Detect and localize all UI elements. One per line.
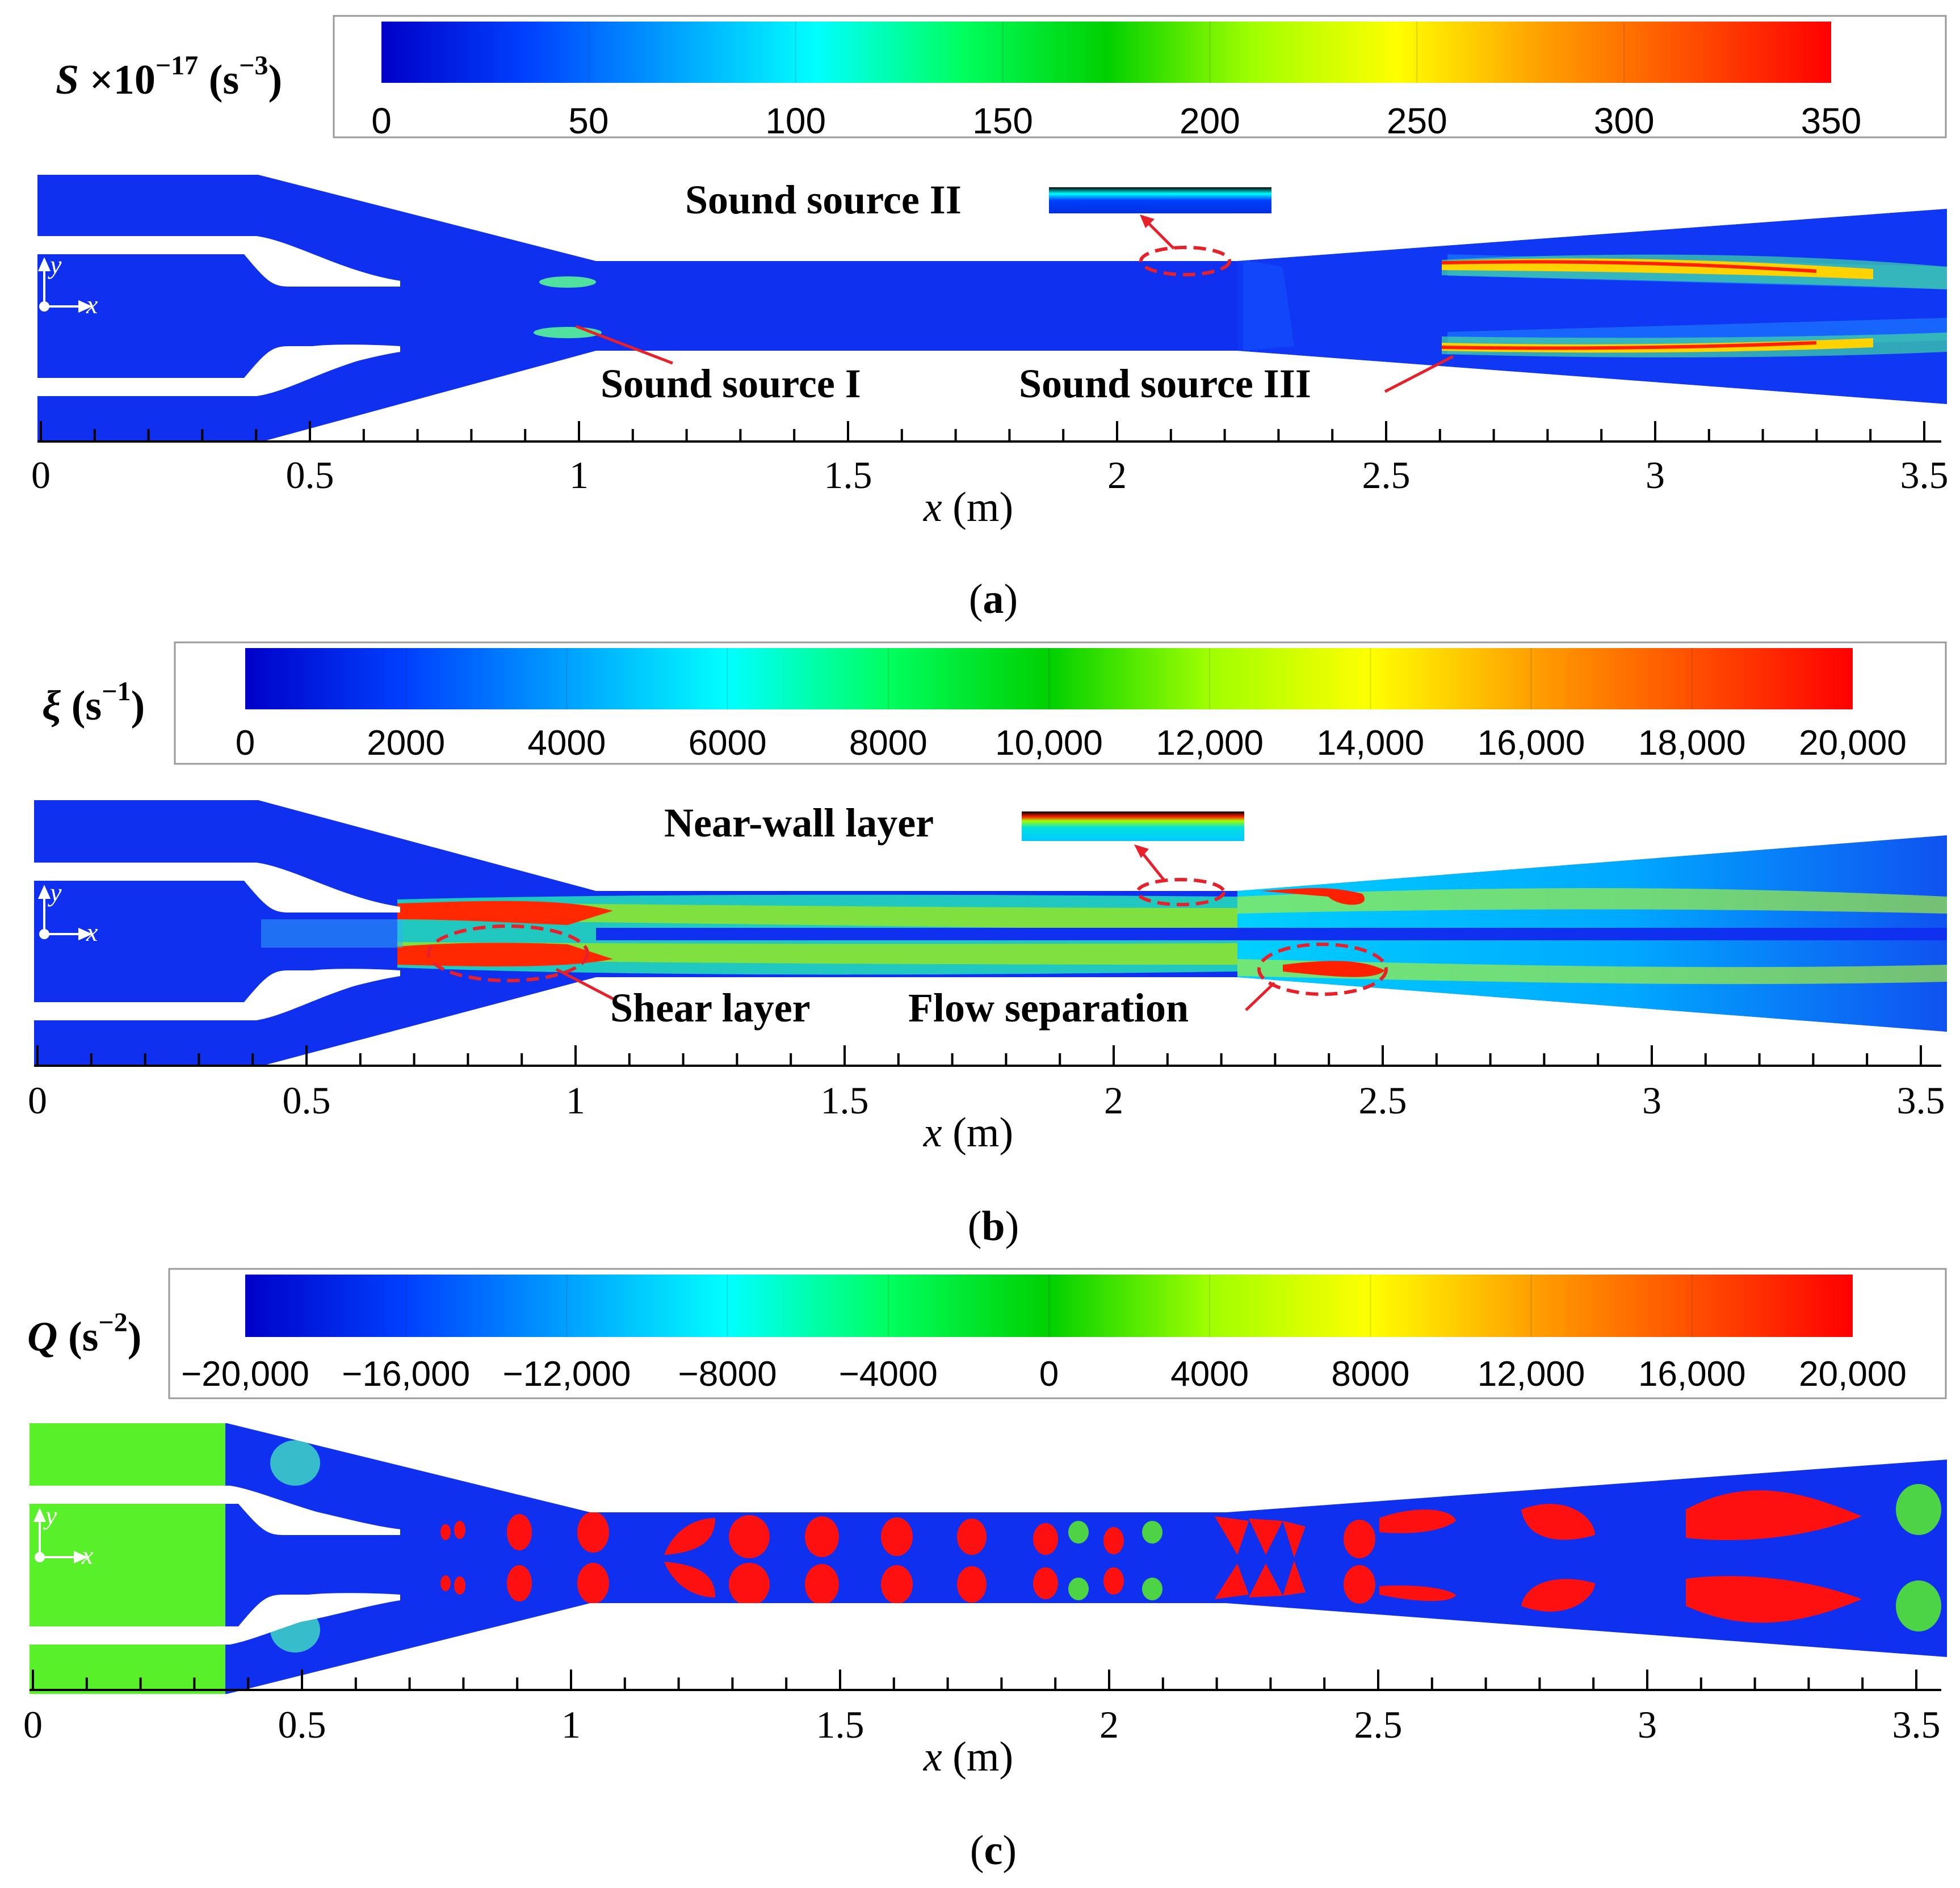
shear-layer-marker: [427, 924, 589, 982]
x-axis-tick-label: 0: [23, 1703, 43, 1746]
x-axis-tick-label: 3: [1646, 453, 1665, 497]
colorbar-tick-label: 14,000: [1317, 724, 1425, 763]
x-axis-tick-label: 3.5: [1892, 1703, 1941, 1746]
x-axis-tick-label: 0: [28, 1079, 47, 1122]
colorbar-c: [245, 1275, 1853, 1337]
x-axis-ticks-b: 0 0.5 1 1.5 2 2.5 3 3.5: [28, 1045, 1945, 1122]
sound-source-2-marker: [1139, 246, 1231, 276]
colorbar-ticks-b: 0 2000 4000 6000 8000 10,000 12,000 14,000 16,00…: [236, 648, 1907, 763]
x-axis-tick-label: 1.5: [816, 1703, 864, 1746]
colorbar-tick-label: 200: [1180, 100, 1240, 141]
colorbar-label-b: ξ (s−1): [42, 676, 145, 729]
x-axis-tick-label: 3.5: [1897, 1079, 1945, 1122]
colorbar-tick-label: 10,000: [995, 724, 1103, 763]
colorbar-tick-label: 18,000: [1638, 724, 1746, 763]
colorbar-tick-label: 20,000: [1799, 724, 1907, 763]
colorbar-tick-label: 100: [765, 100, 826, 141]
flow-field-a: [37, 175, 1947, 443]
x-axis-tick-label: 1.5: [824, 453, 872, 497]
colorbar-tick-label: −8000: [678, 1355, 777, 1394]
colorbar-tick-label: 4000: [527, 724, 606, 763]
colorbar-tick-label: −4000: [839, 1355, 938, 1394]
colorbar-tick-label: 16,000: [1478, 724, 1585, 763]
coord-x-a: x: [86, 290, 98, 319]
x-axis-tick-label: 3.5: [1900, 453, 1949, 497]
panel-a: 0 50 100 150 200 250 300 350 S ×10−17 (s−3): [31, 15, 1949, 623]
sound-source-1-label: Sound source I: [601, 361, 861, 406]
near-wall-marker: [1136, 878, 1225, 906]
colorbar-tick-label: 0: [1039, 1355, 1059, 1394]
x-axis-tick-label: 3: [1642, 1079, 1661, 1122]
colorbar-tick-label: 300: [1594, 100, 1655, 141]
x-axis-label-c: x (m): [923, 1734, 1013, 1780]
x-axis-tick-label: 2.5: [1362, 453, 1411, 497]
coord-x-b: x: [86, 918, 98, 947]
x-axis-label-b: x (m): [923, 1109, 1013, 1156]
colorbar-ticks-a: 0 50 100 150 200 250 300 350: [371, 22, 1861, 141]
x-axis-tick-label: 0.5: [283, 1079, 331, 1122]
coord-x-c: x: [81, 1541, 94, 1570]
x-axis-tick-label: 2: [1107, 453, 1127, 497]
colorbar-tick-label: 16,000: [1638, 1355, 1746, 1394]
colorbar-tick-label: 6000: [689, 724, 767, 763]
x-axis-ticks-a: 0 0.5 1 1.5 2 2.5 3 3.5: [31, 421, 1949, 497]
x-axis-tick-label: 1: [569, 453, 589, 497]
coord-icon-c: [33, 1508, 88, 1564]
flow-separation-label: Flow separation: [908, 985, 1189, 1031]
x-axis-tick-label: 1.5: [821, 1079, 869, 1122]
colorbar-tick-label: 20,000: [1799, 1355, 1907, 1394]
coord-y-a: y: [48, 250, 62, 279]
colorbar-tick-label: −12,000: [502, 1355, 631, 1394]
colorbar-tick-label: 4000: [1170, 1355, 1249, 1394]
colorbar-tick-label: 150: [972, 100, 1033, 141]
colorbar-label-a: S ×10−17 (s−3): [56, 51, 282, 103]
sound-source-2-inset: [1049, 187, 1271, 213]
colorbar-tick-label: 250: [1387, 100, 1447, 141]
colorbar-tick-label: 12,000: [1478, 1355, 1585, 1394]
x-axis-tick-label: 2.5: [1359, 1079, 1407, 1122]
colorbar-tick-label: 50: [568, 100, 608, 141]
x-axis-tick-label: 1: [566, 1079, 585, 1122]
sound-source-3-label: Sound source III: [1019, 361, 1311, 406]
sound-source-2-label: Sound source II: [685, 177, 962, 222]
colorbar-tick-label: 350: [1801, 100, 1862, 141]
x-axis-tick-label: 0: [31, 453, 51, 497]
flow-separation-marker: [1257, 943, 1388, 996]
x-axis-tick-label: 0.5: [278, 1703, 326, 1746]
caption-a: (a): [969, 576, 1018, 623]
colorbar-tick-label: 0: [236, 724, 255, 763]
coord-y-c: y: [43, 1501, 57, 1530]
x-axis-tick-label: 0.5: [286, 453, 334, 497]
colorbar-tick-label: −16,000: [342, 1355, 470, 1394]
colorbar-tick-label: 8000: [1331, 1355, 1409, 1394]
colorbar-label-c: Q (s−2): [27, 1307, 141, 1360]
panel-c: −20,000 −16,000 −12,000 −8000 −4000 0 4000 8000…: [23, 1268, 1947, 1874]
colorbar-tick-label: 0: [371, 100, 392, 141]
panel-b: 0 2000 4000 6000 8000 10,000 12,000 14,000 16,00…: [28, 641, 1947, 1250]
caption-c: (c): [970, 1827, 1017, 1874]
coord-icon-a: [37, 257, 93, 313]
flow-field-c: [30, 1423, 1947, 1694]
colorbar-ticks-c: −20,000 −16,000 −12,000 −8000 −4000 0 4000 8000…: [181, 1275, 1907, 1394]
x-axis-tick-label: 3: [1638, 1703, 1657, 1746]
x-axis-tick-label: 2: [1104, 1079, 1123, 1122]
caption-b: (b): [968, 1203, 1019, 1250]
coord-y-b: y: [48, 878, 62, 907]
x-axis-tick-label: 2.5: [1354, 1703, 1403, 1746]
x-axis-tick-label: 2: [1099, 1703, 1119, 1746]
coord-icon-b: [37, 885, 93, 941]
colorbar-a: [381, 22, 1831, 83]
near-wall-label: Near-wall layer: [664, 800, 934, 846]
colorbar-tick-label: −20,000: [181, 1355, 309, 1394]
x-axis-tick-label: 1: [561, 1703, 581, 1746]
colorbar-tick-label: 8000: [849, 724, 927, 763]
colorbar-tick-label: 12,000: [1156, 724, 1264, 763]
colorbar-tick-label: 2000: [367, 724, 445, 763]
x-axis-ticks-c: 0 0.5 1 1.5 2 2.5 3 3.5: [23, 1670, 1941, 1746]
colorbar-b: [245, 648, 1853, 709]
shear-layer-label: Shear layer: [610, 985, 811, 1031]
x-axis-label-a: x (m): [923, 484, 1013, 531]
near-wall-inset: [1022, 811, 1244, 841]
